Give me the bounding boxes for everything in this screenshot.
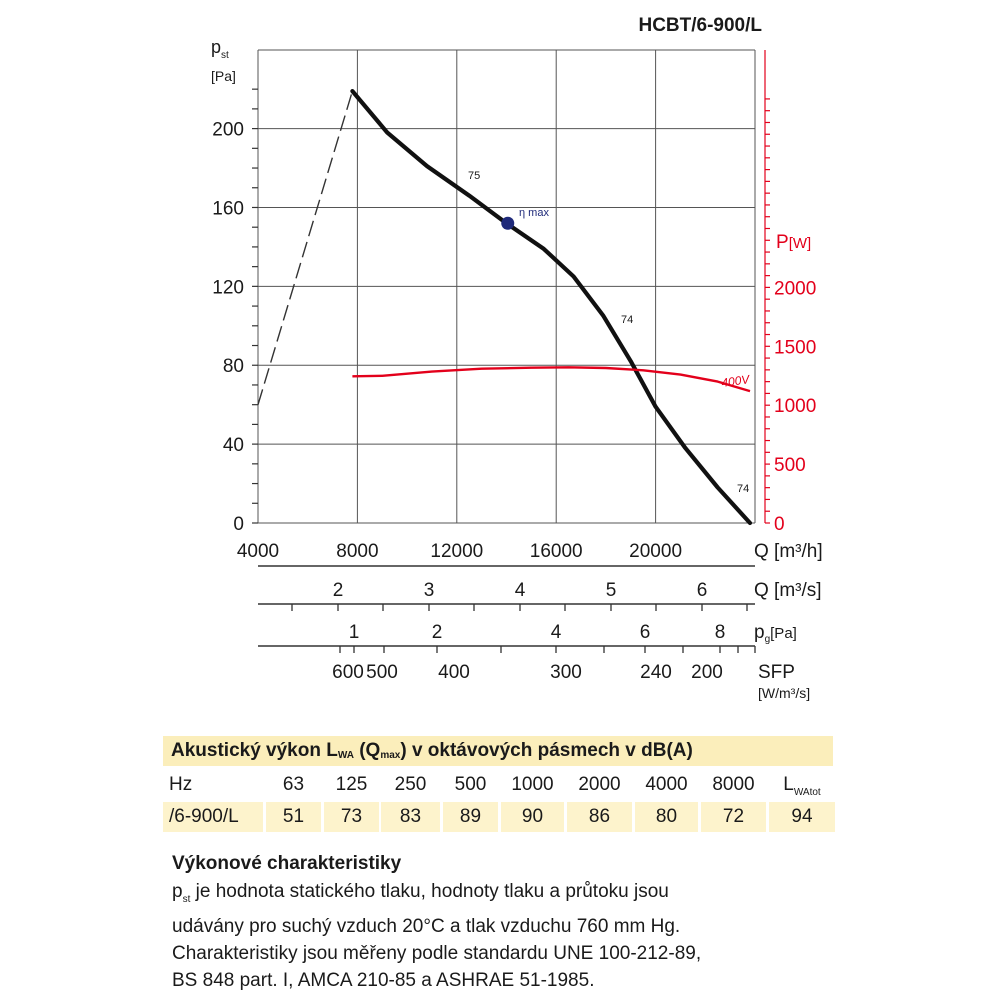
table-freq: 500	[454, 774, 487, 795]
right-axis-tick-label: 1500	[774, 337, 816, 358]
x-axis-tick-label: 12000	[430, 541, 483, 562]
table-value: 89	[443, 802, 498, 832]
table-value: 90	[501, 802, 564, 832]
description-line: BS 848 part. I, AMCA 210-85 a ASHRAE 51-…	[172, 969, 595, 991]
q-m3s-tick-label: 6	[697, 580, 708, 601]
curve-annotation: η max	[519, 207, 549, 219]
table-freq: 250	[394, 774, 427, 795]
table-freq: 4000	[645, 774, 688, 795]
table-value: 72	[701, 802, 766, 832]
curve-annotation: 74	[621, 314, 633, 326]
description-line: pst je hodnota statického tlaku, hodnoty…	[172, 881, 669, 905]
table-header-label: Hz	[169, 774, 193, 795]
table-total-value: 94	[769, 802, 835, 832]
right-axis-label: P[W]	[776, 232, 811, 253]
x-axis-tick-label: 20000	[629, 541, 682, 562]
description-heading: Výkonové charakteristiky	[172, 853, 402, 874]
sfp-tick-label: 500	[366, 662, 398, 683]
sfp-tick-label: 400	[438, 662, 470, 683]
curve-annotation: 74	[737, 483, 749, 495]
sfp-tick-label: 200	[691, 662, 723, 683]
table-freq: 2000	[578, 774, 621, 795]
model-title: HCBT/6-900/L	[638, 15, 762, 36]
stall-region-dashed-line	[257, 90, 354, 405]
acoustic-table-title: Akustický výkon LWA (Qmax) v oktávových …	[163, 736, 833, 766]
left-axis-label: pst	[211, 37, 229, 61]
right-axis-tick-label: 500	[774, 455, 806, 476]
table-value: 80	[635, 802, 698, 832]
x-axis-label: Q [m³/h]	[754, 541, 823, 562]
curves: 400V 75 η max 74 74	[257, 88, 753, 526]
description-line: udávány pro suchý vzduch 20°C a tlak vzd…	[172, 915, 681, 937]
curve-annotation: 75	[468, 170, 480, 182]
eta-max-point	[501, 216, 515, 230]
q-m3s-tick-label: 2	[333, 580, 344, 601]
left-axis-tick-label: 200	[212, 120, 244, 141]
x-axis: 4000 8000 12000 16000 20000 Q [m³/h]	[237, 541, 823, 562]
left-axis-tick-label: 80	[223, 356, 244, 377]
sfp-unit: [W/m³/s]	[758, 685, 810, 701]
right-axis-tick-label: 2000	[774, 278, 816, 299]
sfp-tick-label: 300	[550, 662, 582, 683]
q-m3s-label: Q [m³/s]	[754, 580, 822, 601]
right-axis-tick-label: 1000	[774, 396, 816, 417]
pg-tick-label: 8	[715, 622, 726, 643]
pg-tick-label: 1	[349, 622, 360, 643]
pg-label: pg[Pa]	[754, 622, 797, 645]
q-m3s-tick-label: 4	[515, 580, 526, 601]
table-header-row: Hz 63 125 250 500 1000 2000 4000 8000 LW…	[163, 770, 835, 800]
table-value: 51	[266, 802, 321, 832]
power-curve-400v	[352, 366, 751, 393]
description-line: Charakteristiky jsou měřeny podle standa…	[172, 942, 702, 964]
sfp-tick-label: 240	[640, 662, 672, 683]
x-axis-tick-label: 4000	[237, 541, 279, 562]
pg-tick-label: 2	[432, 622, 443, 643]
table-freq: 63	[282, 774, 305, 795]
left-axis-tick-label: 40	[223, 435, 244, 456]
left-axis-tick-label: 0	[233, 514, 244, 535]
pg-tick-label: 4	[551, 622, 562, 643]
left-axis-unit: [Pa]	[211, 68, 236, 84]
table-total-header: LWAtot	[783, 774, 821, 798]
table-freq: 1000	[511, 774, 554, 795]
table-value: 73	[324, 802, 379, 832]
x-axis-tick-label: 16000	[530, 541, 583, 562]
performance-description: Výkonové charakteristiky pst je hodnota …	[172, 850, 832, 994]
right-axis-tick-label: 0	[774, 514, 785, 535]
left-axis-tick-label: 160	[212, 198, 244, 219]
x-axis-tick-label: 8000	[336, 541, 378, 562]
table-value-row: /6-900/L 51 73 83 89 90 86 80 72 94	[163, 802, 835, 832]
table-row-label: /6-900/L	[163, 802, 263, 832]
sfp-tick-label: 600	[332, 662, 364, 683]
grid	[257, 49, 756, 524]
right-power-axis: 0 500 1000 1500 2000 P[W]	[764, 50, 816, 535]
table-freq: 125	[335, 774, 368, 795]
pressure-curve	[350, 88, 753, 526]
table-freq: 8000	[712, 774, 755, 795]
power-curve-label: 400V	[720, 372, 751, 390]
table-value: 86	[567, 802, 632, 832]
q-m3s-tick-label: 5	[606, 580, 617, 601]
pg-tick-label: 6	[640, 622, 651, 643]
table-value: 83	[381, 802, 440, 832]
sfp-label: SFP	[758, 662, 795, 683]
left-axis-ticks: 0 40 80 120 160 200	[212, 88, 258, 535]
left-axis-tick-label: 120	[212, 277, 244, 298]
q-m3s-tick-label: 3	[424, 580, 435, 601]
